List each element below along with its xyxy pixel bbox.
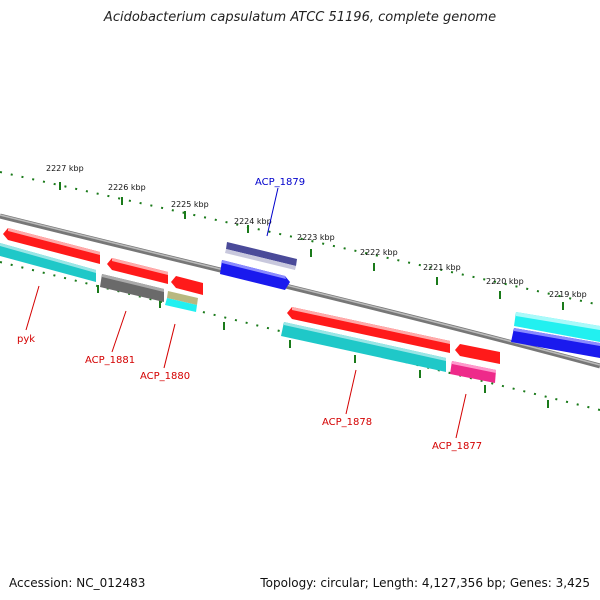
map-title: Acidobacterium capsulatum ATCC 51196, co… <box>103 10 497 25</box>
gene-label-acp1879: ACP_1879 <box>255 177 305 188</box>
gene-acp1881-forward <box>107 258 168 284</box>
kbp-label: 2224 kbp <box>234 217 272 226</box>
kbp-label: 2222 kbp <box>360 248 398 257</box>
gene-acp1880-reverse <box>165 291 198 312</box>
kbp-label: 2227 kbp <box>46 164 84 173</box>
gene-acp1878-reverse <box>281 322 446 372</box>
gene-acp1880-forward <box>171 276 203 295</box>
gene-acp1881-reverse <box>100 274 164 302</box>
upper-major-ticks <box>59 182 564 310</box>
kbp-label: 2226 kbp <box>108 183 146 192</box>
gene-label-acp1877: ACP_1877 <box>432 441 482 452</box>
kbp-label: 2219 kbp <box>549 290 587 299</box>
gene-acp1879-navy <box>225 242 297 270</box>
gene-acp1877-forward <box>455 344 500 364</box>
label-leaders <box>25 187 467 439</box>
kbp-label: 2221 kbp <box>423 263 461 272</box>
gene-right-cyan <box>514 312 600 342</box>
kbp-label: 2223 kbp <box>297 233 335 242</box>
gene-label-acp1880: ACP_1880 <box>140 371 190 382</box>
kbp-label: 2220 kbp <box>486 277 524 286</box>
gene-acp1879-blue <box>220 260 290 290</box>
gene-acp1878-forward <box>287 307 450 353</box>
genome-stats: Topology: circular; Length: 4,127,356 bp… <box>260 576 590 590</box>
gene-label-acp1878: ACP_1878 <box>322 417 372 428</box>
accession-text: Accession: NC_012483 <box>9 576 146 590</box>
gene-acp1877-reverse <box>450 361 496 383</box>
gene-right-blue <box>511 328 600 358</box>
gene-label-pyk: pyk <box>17 334 35 345</box>
kbp-label: 2225 kbp <box>171 200 209 209</box>
gene-pyk-reverse <box>0 243 96 282</box>
lower-major-ticks <box>97 285 549 408</box>
gene-pyk-forward <box>3 228 100 264</box>
gene-label-acp1881: ACP_1881 <box>85 355 135 366</box>
